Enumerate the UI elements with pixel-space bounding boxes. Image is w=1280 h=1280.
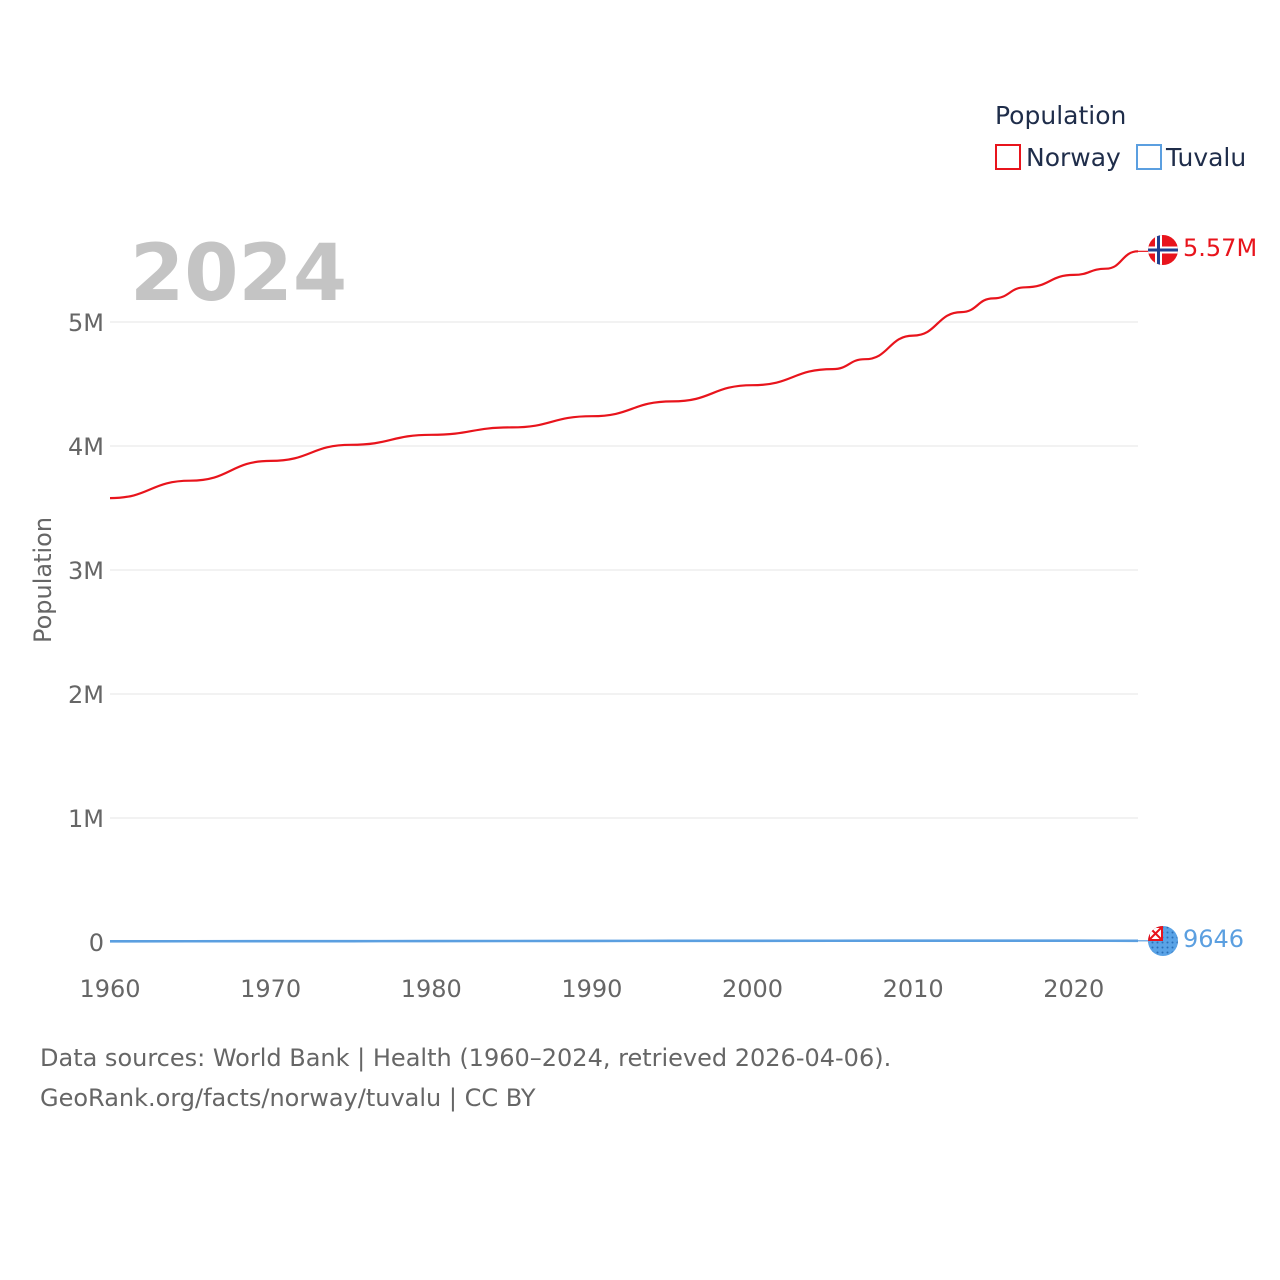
legend-title: Population	[995, 101, 1126, 130]
y-tick-label: 0	[89, 929, 104, 957]
y-tick-label: 5M	[68, 309, 104, 337]
y-tick-label: 1M	[68, 805, 104, 833]
legend-swatch-tuvalu	[1136, 144, 1162, 170]
population-chart: 0 1M 2M 3M 4M 5M 1960 1970 1980 1990 2000 2010 2020…	[29, 101, 1257, 1003]
attribution-link[interactable]: GeoRank.org/facts/norway/tuvalu | CC BY	[40, 1084, 536, 1112]
legend: Population Norway Tuvalu	[995, 101, 1246, 172]
legend-label-norway: Norway	[1026, 143, 1121, 172]
legend-swatch-norway	[995, 144, 1021, 170]
legend-item-norway[interactable]: Norway	[995, 143, 1121, 172]
tuvalu-flag-icon	[1148, 926, 1178, 956]
legend-label-tuvalu: Tuvalu	[1165, 143, 1246, 172]
series-line-norway[interactable]	[109, 250, 1139, 500]
current-year-label: 2024	[130, 229, 347, 319]
legend-item-tuvalu[interactable]: Tuvalu	[1136, 143, 1246, 172]
tuvalu-end-value: 9646	[1183, 925, 1244, 953]
series-line-tuvalu[interactable]	[109, 939, 1139, 943]
x-tick-label: 1990	[561, 975, 622, 1003]
x-tick-label: 2000	[722, 975, 783, 1003]
x-tick-label: 1980	[401, 975, 462, 1003]
x-tick-label: 2020	[1043, 975, 1104, 1003]
y-tick-label: 4M	[68, 433, 104, 461]
y-tick-label: 2M	[68, 681, 104, 709]
norway-flag-icon	[1148, 235, 1178, 265]
y-axis-label: Population	[29, 517, 57, 643]
x-tick-label: 2010	[883, 975, 944, 1003]
norway-end-value: 5.57M	[1183, 234, 1257, 262]
data-sources-note: Data sources: World Bank | Health (1960–…	[40, 1044, 892, 1072]
x-tick-label: 1970	[240, 975, 301, 1003]
y-tick-label: 3M	[68, 557, 104, 585]
x-tick-label: 1960	[79, 975, 140, 1003]
